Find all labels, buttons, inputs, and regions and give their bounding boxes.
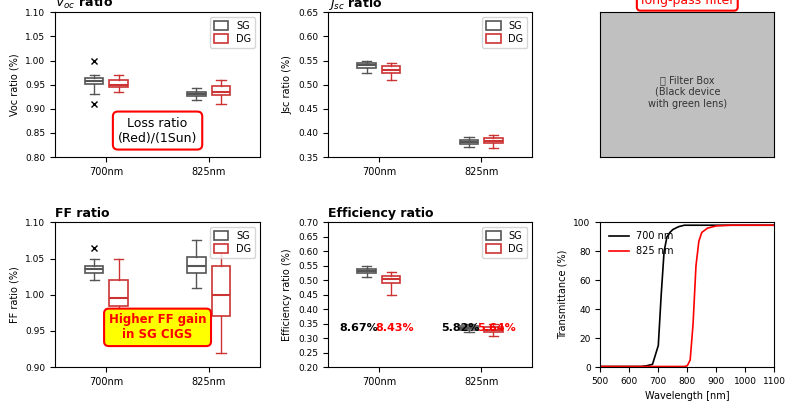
700 nm — [694, 223, 704, 228]
Y-axis label: Jsc ratio (%): Jsc ratio (%) — [282, 55, 292, 114]
700 nm — [726, 223, 735, 228]
PathPatch shape — [358, 269, 376, 273]
825 nm — [660, 364, 669, 369]
Text: 5.82%: 5.82% — [442, 323, 480, 333]
825 nm — [740, 223, 750, 228]
700 nm — [712, 223, 721, 228]
700 nm — [636, 364, 645, 369]
Legend: 700 nm, 825 nm: 700 nm, 825 nm — [605, 227, 678, 260]
700 nm — [642, 363, 652, 368]
700 nm — [671, 226, 680, 231]
Legend: SG, DG: SG, DG — [209, 17, 255, 48]
700 nm — [683, 223, 692, 228]
Text: $V_{oc}$ ratio: $V_{oc}$ ratio — [55, 0, 114, 11]
Text: $J_{sc}$ ratio: $J_{sc}$ ratio — [328, 0, 382, 12]
825 nm — [691, 263, 701, 268]
825 nm — [686, 357, 695, 362]
Text: Loss ratio
(Red)/(1Sun): Loss ratio (Red)/(1Sun) — [118, 117, 198, 144]
PathPatch shape — [85, 78, 103, 84]
825 nm — [656, 364, 666, 369]
700 nm — [688, 223, 698, 228]
Title: Optical
long-pass filter: Optical long-pass filter — [641, 0, 734, 7]
700 nm — [662, 234, 672, 239]
PathPatch shape — [460, 326, 478, 330]
Legend: SG, DG: SG, DG — [482, 227, 528, 258]
PathPatch shape — [85, 266, 103, 273]
Text: 8.67%: 8.67% — [339, 323, 378, 333]
825 nm — [636, 364, 645, 369]
700 nm — [674, 224, 683, 229]
700 nm — [653, 343, 663, 348]
Text: 5.64%: 5.64% — [477, 323, 516, 333]
700 nm — [648, 362, 657, 367]
PathPatch shape — [187, 92, 205, 96]
700 nm — [610, 364, 619, 369]
700 nm — [686, 223, 695, 228]
Legend: SG, DG: SG, DG — [209, 227, 255, 258]
Y-axis label: FF ratio (%): FF ratio (%) — [10, 266, 20, 323]
825 nm — [648, 364, 657, 369]
700 nm — [755, 223, 765, 228]
825 nm — [712, 224, 721, 228]
PathPatch shape — [460, 140, 478, 144]
Line: 700 nm: 700 nm — [600, 225, 774, 366]
PathPatch shape — [187, 257, 205, 273]
825 nm — [688, 321, 698, 326]
825 nm — [596, 364, 605, 369]
825 nm — [703, 226, 713, 231]
825 nm — [769, 223, 779, 228]
PathPatch shape — [484, 327, 502, 333]
700 nm — [668, 227, 678, 232]
Text: 📷 Filter Box
(Black device
with green lens): 📷 Filter Box (Black device with green le… — [648, 75, 727, 109]
825 nm — [697, 230, 706, 235]
825 nm — [625, 364, 634, 369]
PathPatch shape — [382, 276, 401, 283]
825 nm — [662, 364, 672, 369]
PathPatch shape — [110, 80, 128, 87]
Text: FF ratio: FF ratio — [55, 207, 110, 220]
Text: Efficiency ratio: Efficiency ratio — [328, 207, 434, 220]
825 nm — [755, 223, 765, 228]
Y-axis label: Transmittance (%): Transmittance (%) — [558, 250, 568, 339]
825 nm — [683, 363, 692, 368]
Text: 8.43%: 8.43% — [375, 323, 414, 333]
PathPatch shape — [382, 67, 401, 73]
Legend: SG, DG: SG, DG — [482, 17, 528, 48]
PathPatch shape — [212, 86, 230, 95]
700 nm — [679, 223, 689, 228]
700 nm — [665, 230, 675, 235]
825 nm — [671, 364, 680, 369]
700 nm — [703, 223, 713, 228]
825 nm — [665, 364, 675, 369]
700 nm — [596, 364, 605, 369]
Y-axis label: Voc ratio (%): Voc ratio (%) — [10, 53, 20, 116]
700 nm — [677, 224, 687, 228]
825 nm — [610, 364, 619, 369]
Text: Higher FF gain
in SG CIGS: Higher FF gain in SG CIGS — [109, 313, 206, 341]
825 nm — [668, 364, 678, 369]
825 nm — [677, 364, 687, 369]
700 nm — [691, 223, 701, 228]
700 nm — [656, 292, 666, 297]
825 nm — [674, 364, 683, 369]
825 nm — [653, 364, 663, 369]
PathPatch shape — [358, 63, 376, 68]
PathPatch shape — [212, 266, 230, 317]
X-axis label: Wavelength [nm]: Wavelength [nm] — [645, 392, 730, 401]
Line: 825 nm: 825 nm — [600, 225, 774, 366]
PathPatch shape — [110, 280, 128, 306]
825 nm — [630, 364, 640, 369]
700 nm — [630, 364, 640, 369]
PathPatch shape — [484, 138, 502, 143]
700 nm — [697, 223, 706, 228]
825 nm — [679, 364, 689, 369]
700 nm — [740, 223, 750, 228]
700 nm — [660, 249, 669, 254]
825 nm — [726, 223, 735, 228]
Y-axis label: Efficiency ratio (%): Efficiency ratio (%) — [282, 248, 292, 341]
825 nm — [642, 364, 652, 369]
825 nm — [694, 239, 704, 244]
700 nm — [769, 223, 779, 228]
700 nm — [625, 364, 634, 369]
